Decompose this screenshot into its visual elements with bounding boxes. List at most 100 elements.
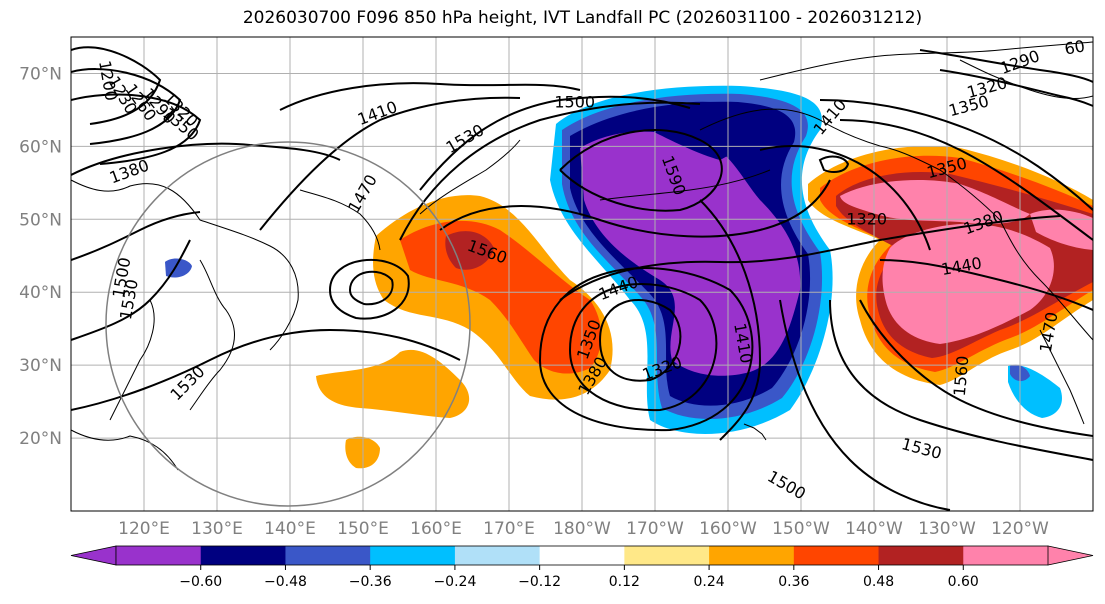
region-circle xyxy=(105,141,471,507)
lat-tick-label: 70°N xyxy=(19,64,62,84)
coast-asia xyxy=(71,179,381,471)
contour-low-central-2 xyxy=(569,283,718,412)
contour-low-west-1 xyxy=(71,46,162,125)
coastlines xyxy=(71,41,1093,471)
coast-alaska xyxy=(699,108,1093,341)
contour-1500 xyxy=(419,95,691,191)
ivt-shade-orange-south xyxy=(316,349,470,418)
colorbar-segment xyxy=(963,546,1049,565)
colorbar-segment xyxy=(116,546,202,565)
coast-kamchatka xyxy=(419,139,521,215)
lon-tick-label: 160°W xyxy=(699,519,757,539)
contour-1500-south xyxy=(779,299,951,511)
contour-high-east-1 xyxy=(759,145,931,251)
lat-tick-label: 20°N xyxy=(19,429,62,449)
contour-label-group: 1320 xyxy=(846,209,887,228)
contour-low-west-3 xyxy=(71,93,202,165)
coast-hawaii xyxy=(743,423,767,441)
contour-label-group: 1560 xyxy=(950,355,972,397)
latitude-labels: 70°N 60°N 50°N 40°N 30°N 20°N xyxy=(19,64,62,449)
lon-tick-label: 140°W xyxy=(845,519,903,539)
colorbar-segment xyxy=(878,546,964,565)
figure-title: 2026030700 F096 850 hPa height, IVT Land… xyxy=(242,8,923,28)
colorbar-tick-label: 0.60 xyxy=(948,574,979,590)
map-frame xyxy=(70,36,1094,512)
colorbar-outline xyxy=(115,545,1049,566)
lon-tick-label: 130°W xyxy=(918,519,976,539)
contour-1530-south xyxy=(829,299,1093,461)
lat-tick-label: 40°N xyxy=(19,283,62,303)
contour-label: 1320 xyxy=(846,209,887,228)
map-content: 1200123012601290132013501380141014701530… xyxy=(71,36,1093,511)
coast-aleutians xyxy=(599,169,771,201)
contour-low-central-3 xyxy=(539,267,754,432)
contour-low-central-1 xyxy=(599,299,682,382)
colorbar-segment xyxy=(454,546,541,565)
contour-arctic-2 xyxy=(939,69,1093,107)
colorbar-extend-left xyxy=(70,545,117,566)
ivt-shade-pink-east xyxy=(882,223,1054,344)
ivt-shade-pink-north xyxy=(840,180,1030,224)
coast-alaska-north xyxy=(759,41,1093,81)
contour-1470-east xyxy=(879,259,1093,311)
height-contours xyxy=(71,46,1093,511)
contour-label-group: 1500 xyxy=(554,93,595,112)
contour-1410-central xyxy=(699,199,762,441)
colorbar-tick-label: 0.24 xyxy=(694,574,725,590)
contour-low-west-small-1 xyxy=(349,270,394,306)
contour-1470 xyxy=(259,96,521,231)
colorbar-tick-label: 0.12 xyxy=(609,574,640,590)
lon-tick-label: 170°W xyxy=(626,519,684,539)
colorbar-segment xyxy=(709,546,795,565)
contour-1560-east xyxy=(859,299,1093,437)
colorbar-segment xyxy=(370,546,456,565)
lon-tick-label: 140°E xyxy=(264,519,316,539)
contour-label: 1500 xyxy=(554,93,595,112)
lat-tick-label: 30°N xyxy=(19,356,62,376)
contour-low-west-small-2 xyxy=(329,258,410,320)
ivt-shade-purple-top xyxy=(650,101,753,160)
contour-1380-east xyxy=(819,99,1093,211)
coast-canada-arctic xyxy=(959,59,1093,99)
ivt-shade-darkred-west xyxy=(445,231,494,270)
colorbar-tick-label: −0.48 xyxy=(264,574,307,590)
coast-baja xyxy=(1039,329,1085,425)
colorbar-extend-right xyxy=(1047,545,1094,566)
contour-high-east-2 xyxy=(818,155,850,173)
colorbar-tick-label: −0.12 xyxy=(518,574,561,590)
contour-1530-west xyxy=(71,239,191,341)
lon-tick-label: 180°W xyxy=(553,519,611,539)
lat-tick-label: 60°N xyxy=(19,137,62,157)
lon-tick-label: 120°E xyxy=(118,519,170,539)
colorbar-segment xyxy=(793,546,880,565)
contour-1530-west2 xyxy=(71,328,461,411)
colorbar-segment xyxy=(624,546,710,565)
contour-label-group: 60 xyxy=(1063,36,1086,59)
contour-low-west-2 xyxy=(71,68,182,145)
colorbar-segment xyxy=(285,546,371,565)
contour-label: 60 xyxy=(1063,36,1086,58)
colorbar-tick-label: 0.36 xyxy=(778,574,809,590)
contour-1410 xyxy=(279,82,581,111)
lon-tick-label: 120°W xyxy=(991,519,1049,539)
colorbar-tick-label: 0.48 xyxy=(863,574,894,590)
contour-1350-east xyxy=(839,119,1093,241)
colorbar-tick-label: −0.36 xyxy=(349,574,392,590)
colorbar: −0.60 −0.48 −0.36 −0.24 −0.12 0.12 0.24 0.36 0.4… xyxy=(70,545,1094,590)
contour-1560 xyxy=(439,179,831,238)
lon-tick-label: 150°E xyxy=(337,519,389,539)
contour-1500-west xyxy=(71,211,201,261)
colorbar-tick-label: −0.24 xyxy=(433,574,476,590)
lon-tick-label: 160°E xyxy=(410,519,462,539)
colorbar-segment xyxy=(200,546,286,565)
colorbar-tick-label: −0.60 xyxy=(179,574,222,590)
contour-label: 1560 xyxy=(950,355,972,397)
contour-1590 xyxy=(559,129,723,212)
lon-tick-label: 150°W xyxy=(772,519,830,539)
lon-tick-label: 170°E xyxy=(483,519,535,539)
contour-arctic-1 xyxy=(919,49,1093,83)
lat-tick-label: 50°N xyxy=(19,210,62,230)
contour-1380 xyxy=(71,142,341,176)
lon-tick-label: 130°E xyxy=(191,519,243,539)
